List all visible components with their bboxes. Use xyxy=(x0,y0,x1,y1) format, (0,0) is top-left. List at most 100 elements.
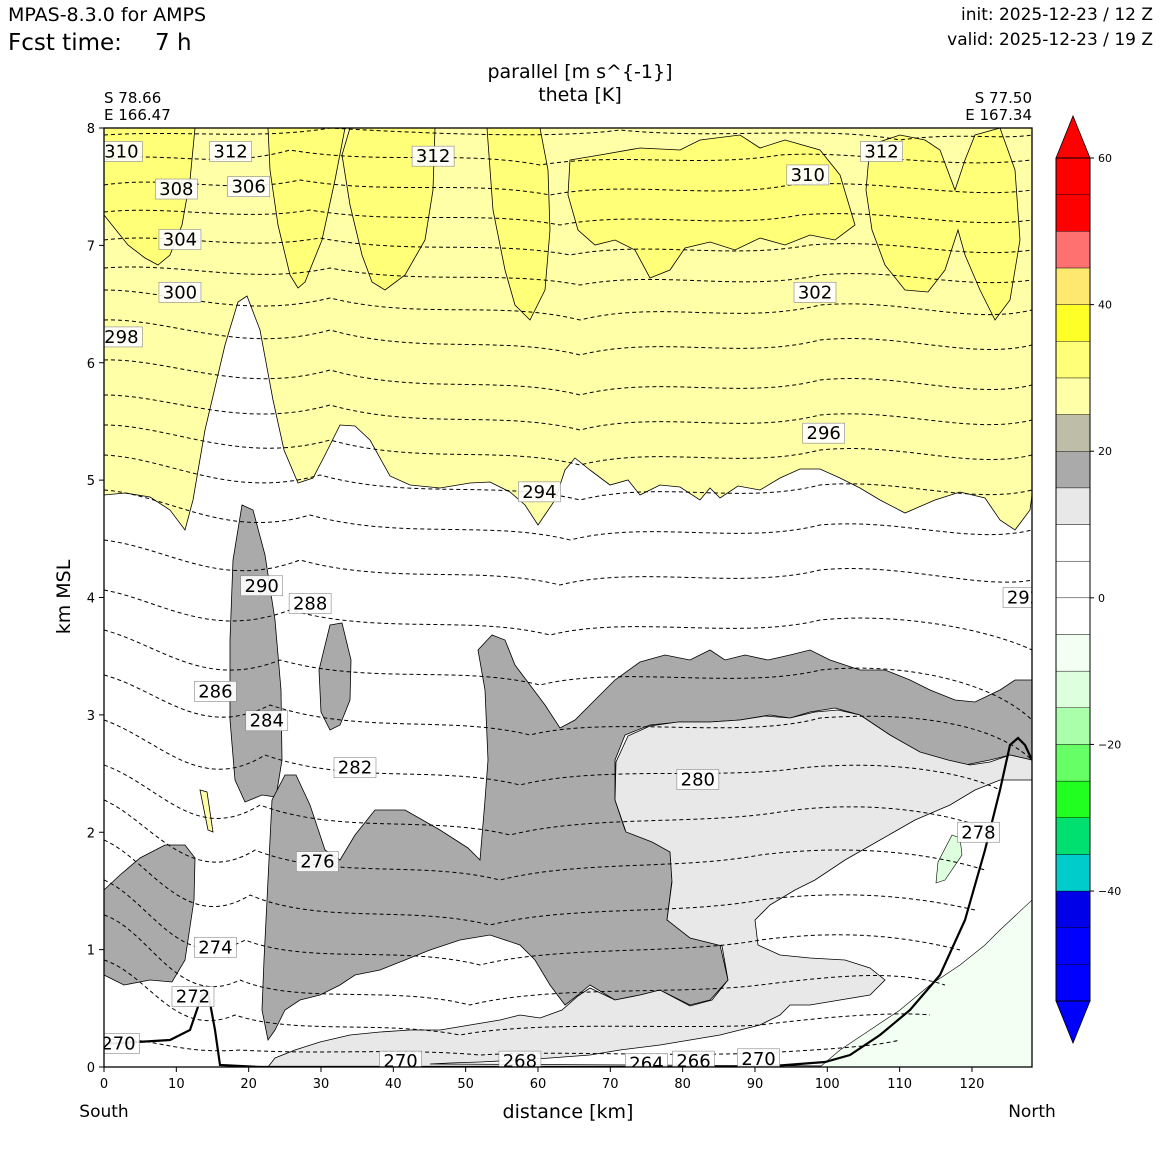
theta-label-text: 296 xyxy=(807,423,841,444)
isentrope-302 xyxy=(104,266,1032,286)
colorbar-segment xyxy=(1055,670,1091,708)
colorbar-segment xyxy=(1055,890,1091,928)
forecast-time-label: Fcst time: xyxy=(8,30,122,56)
colorbar-tick-label: −20 xyxy=(1098,738,1121,751)
theta-label: 270 xyxy=(737,1048,780,1070)
theta-label: 270 xyxy=(379,1050,422,1067)
colorbar-segment xyxy=(1055,927,1091,965)
y-tick-label: 8 xyxy=(87,122,95,137)
theta-label-text: 306 xyxy=(231,177,265,198)
theta-label-text: 280 xyxy=(681,769,715,790)
init-time: init: 2025-12-23 / 12 Z xyxy=(960,5,1153,25)
theta-label: 300 xyxy=(158,282,202,303)
theta-label-layer: 310 312 312 312 310 308 306 304 302 300 298 296 294 2… xyxy=(101,141,1041,1074)
theta-label: 310 xyxy=(104,141,143,162)
theta-label-box xyxy=(194,936,237,958)
theta-label-box xyxy=(737,1048,780,1067)
theta-label: 312 xyxy=(209,141,252,162)
colorbar-segment xyxy=(1055,560,1091,599)
valid-time: valid: 2025-12-23 / 19 Z xyxy=(947,30,1153,50)
x-tick-label: 60 xyxy=(530,1077,547,1092)
x-axis-label: distance [km] xyxy=(503,1101,634,1123)
model-title: MPAS-8.3.0 for AMPS xyxy=(8,4,207,26)
theta-label-text: 270 xyxy=(741,1049,775,1070)
theta-label: 310 xyxy=(786,164,830,186)
theta-label-box xyxy=(288,593,332,614)
theta-label: 276 xyxy=(296,851,339,873)
theta-label-text: 292 xyxy=(1007,588,1041,609)
colorbar-segment xyxy=(1055,487,1091,525)
x-axis: 0 10 20 30 40 50 60 70 80 90 100 110 120 xyxy=(100,1067,985,1092)
colorbar-segment xyxy=(1055,451,1091,489)
isentrope-274 xyxy=(104,914,946,1006)
isentrope-306 xyxy=(104,209,1032,226)
south-end-label: South xyxy=(79,1102,128,1122)
y-tick-label: 3 xyxy=(87,709,95,724)
theta-label-text: 266 xyxy=(676,1051,710,1072)
theta-label-box xyxy=(957,821,1000,843)
theta-label-text: 300 xyxy=(163,282,197,303)
theta-label-text: 312 xyxy=(213,141,247,162)
theta-label: 264 xyxy=(625,1053,668,1074)
theta-label-text: 308 xyxy=(159,179,193,200)
y-tick-label: 5 xyxy=(87,474,95,489)
forecast-time-value: 7 h xyxy=(155,30,192,56)
theta-label: 312 xyxy=(411,145,455,167)
colorbar-segment xyxy=(1055,194,1091,232)
x-tick-label: 50 xyxy=(457,1077,474,1092)
colorbar-over-arrow xyxy=(1055,114,1091,159)
theta-label-box xyxy=(379,1050,422,1067)
theta-label: 274 xyxy=(194,936,237,958)
colorbar-segment xyxy=(1055,304,1091,342)
y-tick-label: 2 xyxy=(87,826,95,841)
x-tick-label: 120 xyxy=(960,1077,985,1092)
theta-label-box xyxy=(1002,587,1032,608)
y-axis-label: km MSL xyxy=(53,559,75,634)
y-tick-label: 1 xyxy=(87,944,95,959)
wind-region-5-10 xyxy=(429,779,1032,1067)
isentrope-292 xyxy=(104,539,1032,586)
left-end-lat: S 78.66 xyxy=(104,89,161,107)
theta-label-text: 282 xyxy=(338,758,372,779)
wind-region-10-15 xyxy=(267,709,1032,1067)
theta-label: 270 xyxy=(101,1033,140,1055)
theta-label: 292 xyxy=(1002,587,1041,609)
theta-label-text: 268 xyxy=(503,1051,537,1072)
theta-label-box xyxy=(158,229,202,250)
x-tick-label: 100 xyxy=(815,1077,840,1092)
theta-label-text: 310 xyxy=(104,141,138,162)
chart-title-line2: theta [K] xyxy=(538,84,622,106)
colorbar-segment xyxy=(1055,597,1091,635)
colorbar-under-arrow xyxy=(1055,1000,1091,1045)
theta-label-box xyxy=(296,851,339,872)
theta-label-text: 284 xyxy=(250,711,284,732)
y-tick-label: 4 xyxy=(87,592,95,607)
isentrope-308 xyxy=(104,179,1032,196)
theta-label-box xyxy=(209,141,252,162)
colorbar-frame xyxy=(1055,157,1091,1002)
theta-label-box xyxy=(155,178,198,200)
x-tick-label: 20 xyxy=(240,1077,257,1092)
isentrope-294 xyxy=(104,454,1032,501)
theta-label-text: 288 xyxy=(293,593,327,614)
y-tick-label: 0 xyxy=(87,1061,95,1076)
theta-label-box xyxy=(672,1050,715,1067)
colorbar-segment xyxy=(1055,231,1091,269)
theta-label-text: 270 xyxy=(101,1034,135,1055)
theta-label: 268 xyxy=(498,1050,542,1072)
theta-label-text: 286 xyxy=(198,681,232,702)
theta-label: 266 xyxy=(672,1050,715,1072)
theta-label-box xyxy=(104,1033,140,1054)
theta-label-text: 310 xyxy=(791,165,825,186)
x-tick-label: 30 xyxy=(313,1077,330,1092)
plot-area: 310 312 312 312 310 308 306 304 302 300 298 296 294 2… xyxy=(101,128,1041,1074)
theta-label-box xyxy=(498,1050,542,1067)
wind-region-15-20-main xyxy=(261,634,1032,1041)
theta-label-text: 264 xyxy=(629,1053,663,1074)
theta-label-box xyxy=(625,1053,668,1067)
isentrope-312 xyxy=(104,128,1032,141)
theta-label-text: 278 xyxy=(961,822,995,843)
theta-label: 290 xyxy=(240,575,283,597)
left-end-lon: E 166.47 xyxy=(104,106,171,124)
x-tick-label: 90 xyxy=(747,1077,764,1092)
